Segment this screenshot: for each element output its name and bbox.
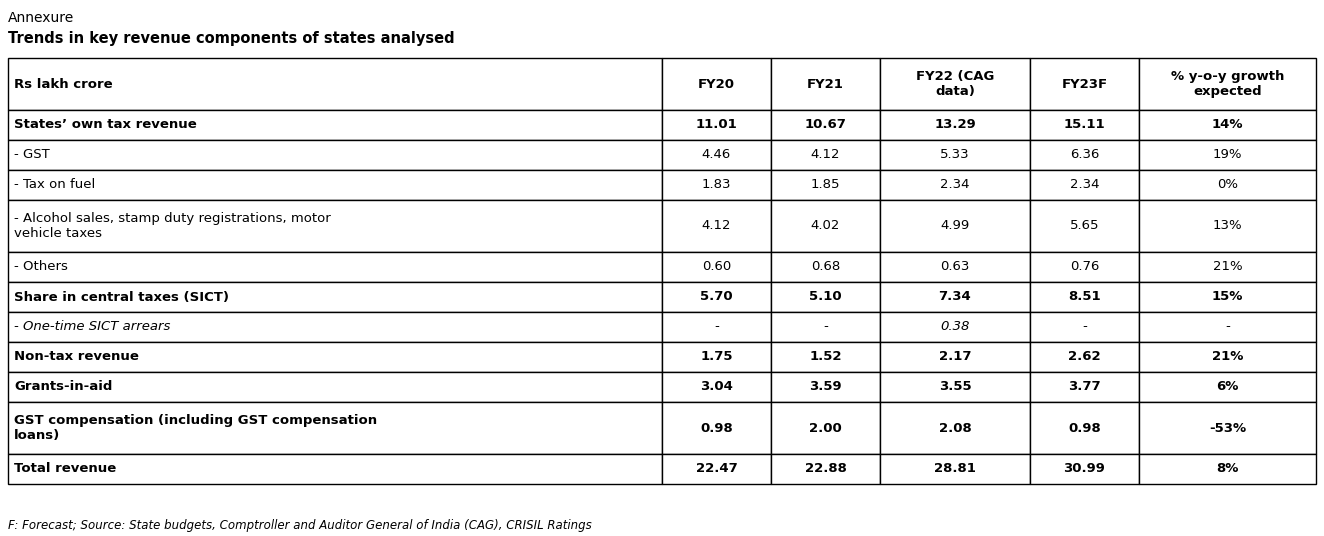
Text: FY21: FY21 bbox=[808, 78, 843, 91]
Text: 2.34: 2.34 bbox=[1070, 178, 1099, 191]
Text: States’ own tax revenue: States’ own tax revenue bbox=[15, 118, 197, 131]
Text: 1.85: 1.85 bbox=[810, 178, 841, 191]
Text: 21%: 21% bbox=[1213, 260, 1242, 273]
Text: -: - bbox=[824, 321, 828, 333]
Text: - One-time SICT arrears: - One-time SICT arrears bbox=[15, 321, 171, 333]
Text: 0.68: 0.68 bbox=[810, 260, 841, 273]
Text: FY20: FY20 bbox=[698, 78, 735, 91]
Text: 4.12: 4.12 bbox=[702, 220, 731, 233]
Text: 30.99: 30.99 bbox=[1063, 463, 1106, 475]
Text: 3.04: 3.04 bbox=[700, 381, 733, 393]
Text: 15.11: 15.11 bbox=[1063, 118, 1106, 131]
Text: 5.10: 5.10 bbox=[809, 291, 842, 303]
Text: Trends in key revenue components of states analysed: Trends in key revenue components of stat… bbox=[8, 32, 454, 47]
Text: 22.47: 22.47 bbox=[695, 463, 737, 475]
Text: -53%: -53% bbox=[1209, 421, 1246, 435]
Text: 19%: 19% bbox=[1213, 148, 1242, 161]
Text: 6.36: 6.36 bbox=[1070, 148, 1099, 161]
Text: 3.59: 3.59 bbox=[809, 381, 842, 393]
Text: 0.98: 0.98 bbox=[700, 421, 733, 435]
Text: 2.00: 2.00 bbox=[809, 421, 842, 435]
Text: 1.75: 1.75 bbox=[700, 351, 732, 363]
Text: 0%: 0% bbox=[1217, 178, 1238, 191]
Text: 10.67: 10.67 bbox=[805, 118, 846, 131]
Text: 28.81: 28.81 bbox=[933, 463, 976, 475]
Text: FY23F: FY23F bbox=[1062, 78, 1107, 91]
Text: Non-tax revenue: Non-tax revenue bbox=[15, 351, 139, 363]
Text: 2.62: 2.62 bbox=[1068, 351, 1100, 363]
Text: 1.52: 1.52 bbox=[809, 351, 842, 363]
Text: F: Forecast; Source: State budgets, Comptroller and Auditor General of India (CA: F: Forecast; Source: State budgets, Comp… bbox=[8, 519, 592, 532]
Text: GST compensation (including GST compensation
loans): GST compensation (including GST compensa… bbox=[15, 414, 377, 442]
Text: 13.29: 13.29 bbox=[933, 118, 976, 131]
Text: 0.60: 0.60 bbox=[702, 260, 731, 273]
Text: 4.46: 4.46 bbox=[702, 148, 731, 161]
Text: 3.77: 3.77 bbox=[1068, 381, 1100, 393]
Text: Total revenue: Total revenue bbox=[15, 463, 117, 475]
Text: 13%: 13% bbox=[1213, 220, 1242, 233]
Text: 22.88: 22.88 bbox=[805, 463, 846, 475]
Text: 4.12: 4.12 bbox=[810, 148, 841, 161]
Text: Share in central taxes (SICT): Share in central taxes (SICT) bbox=[15, 291, 229, 303]
Text: - GST: - GST bbox=[15, 148, 50, 161]
Text: 2.34: 2.34 bbox=[940, 178, 969, 191]
Text: - Tax on fuel: - Tax on fuel bbox=[15, 178, 95, 191]
Text: 5.70: 5.70 bbox=[700, 291, 732, 303]
Text: 3.55: 3.55 bbox=[939, 381, 972, 393]
Text: - Others: - Others bbox=[15, 260, 68, 273]
Text: -: - bbox=[714, 321, 719, 333]
Text: % y-o-y growth
expected: % y-o-y growth expected bbox=[1170, 70, 1284, 98]
Text: 4.99: 4.99 bbox=[940, 220, 969, 233]
Text: 15%: 15% bbox=[1211, 291, 1243, 303]
Text: 2.17: 2.17 bbox=[939, 351, 972, 363]
Text: Annexure: Annexure bbox=[8, 11, 74, 25]
Text: 7.34: 7.34 bbox=[939, 291, 972, 303]
Text: 14%: 14% bbox=[1211, 118, 1243, 131]
Text: 21%: 21% bbox=[1211, 351, 1243, 363]
Text: Grants-in-aid: Grants-in-aid bbox=[15, 381, 113, 393]
Text: 6%: 6% bbox=[1217, 381, 1239, 393]
Text: 1.83: 1.83 bbox=[702, 178, 731, 191]
Text: 8.51: 8.51 bbox=[1068, 291, 1100, 303]
Text: 0.76: 0.76 bbox=[1070, 260, 1099, 273]
Text: -: - bbox=[1225, 321, 1230, 333]
Text: 0.38: 0.38 bbox=[940, 321, 969, 333]
Text: -: - bbox=[1082, 321, 1087, 333]
Text: 8%: 8% bbox=[1217, 463, 1239, 475]
Text: FY22 (CAG
data): FY22 (CAG data) bbox=[916, 70, 994, 98]
Text: 5.33: 5.33 bbox=[940, 148, 969, 161]
Text: 4.02: 4.02 bbox=[810, 220, 841, 233]
Text: - Alcohol sales, stamp duty registrations, motor
vehicle taxes: - Alcohol sales, stamp duty registration… bbox=[15, 212, 331, 240]
Text: 5.65: 5.65 bbox=[1070, 220, 1099, 233]
Text: 2.08: 2.08 bbox=[939, 421, 972, 435]
Text: Rs lakh crore: Rs lakh crore bbox=[15, 78, 113, 91]
Text: 0.63: 0.63 bbox=[940, 260, 969, 273]
Text: 0.98: 0.98 bbox=[1068, 421, 1100, 435]
Text: 11.01: 11.01 bbox=[695, 118, 737, 131]
